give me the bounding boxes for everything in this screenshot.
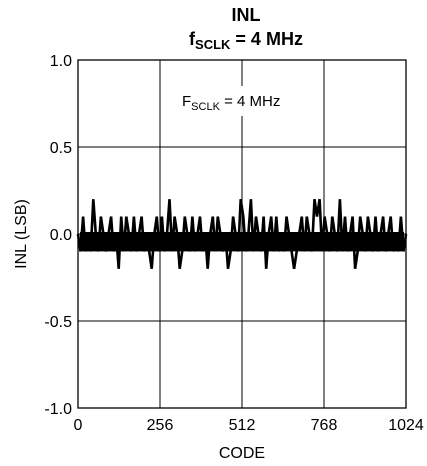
y-axis-label: INL (LSB): [13, 199, 30, 269]
y-tick-label: -0.5: [44, 314, 72, 331]
series-layer: [76, 199, 408, 269]
x-axis-label: CODE: [219, 445, 265, 462]
y-tick-label: 1.0: [50, 53, 72, 70]
y-tick-label: -1.0: [44, 401, 72, 418]
chart-title: INL: [232, 5, 261, 25]
tick-layer: 0 256 512 768 1024 1.0 0.5 0.0 -0.5 -1.0: [44, 53, 423, 434]
x-tick-label: 256: [147, 417, 174, 434]
plot-frame: [77, 59, 407, 409]
x-tick-label: 512: [229, 417, 256, 434]
x-tick-label: 768: [311, 417, 338, 434]
series-line: [76, 199, 408, 269]
y-tick-label: 0.5: [50, 140, 72, 157]
annotation-background: [176, 86, 312, 116]
chart-subtitle: fSCLK = 4 MHz: [189, 29, 303, 52]
x-tick-label: 1024: [388, 417, 424, 434]
x-tick-label: 0: [74, 417, 83, 434]
annotation: FSCLK = 4 MHz: [182, 93, 280, 113]
y-tick-label: 0.0: [50, 227, 72, 244]
